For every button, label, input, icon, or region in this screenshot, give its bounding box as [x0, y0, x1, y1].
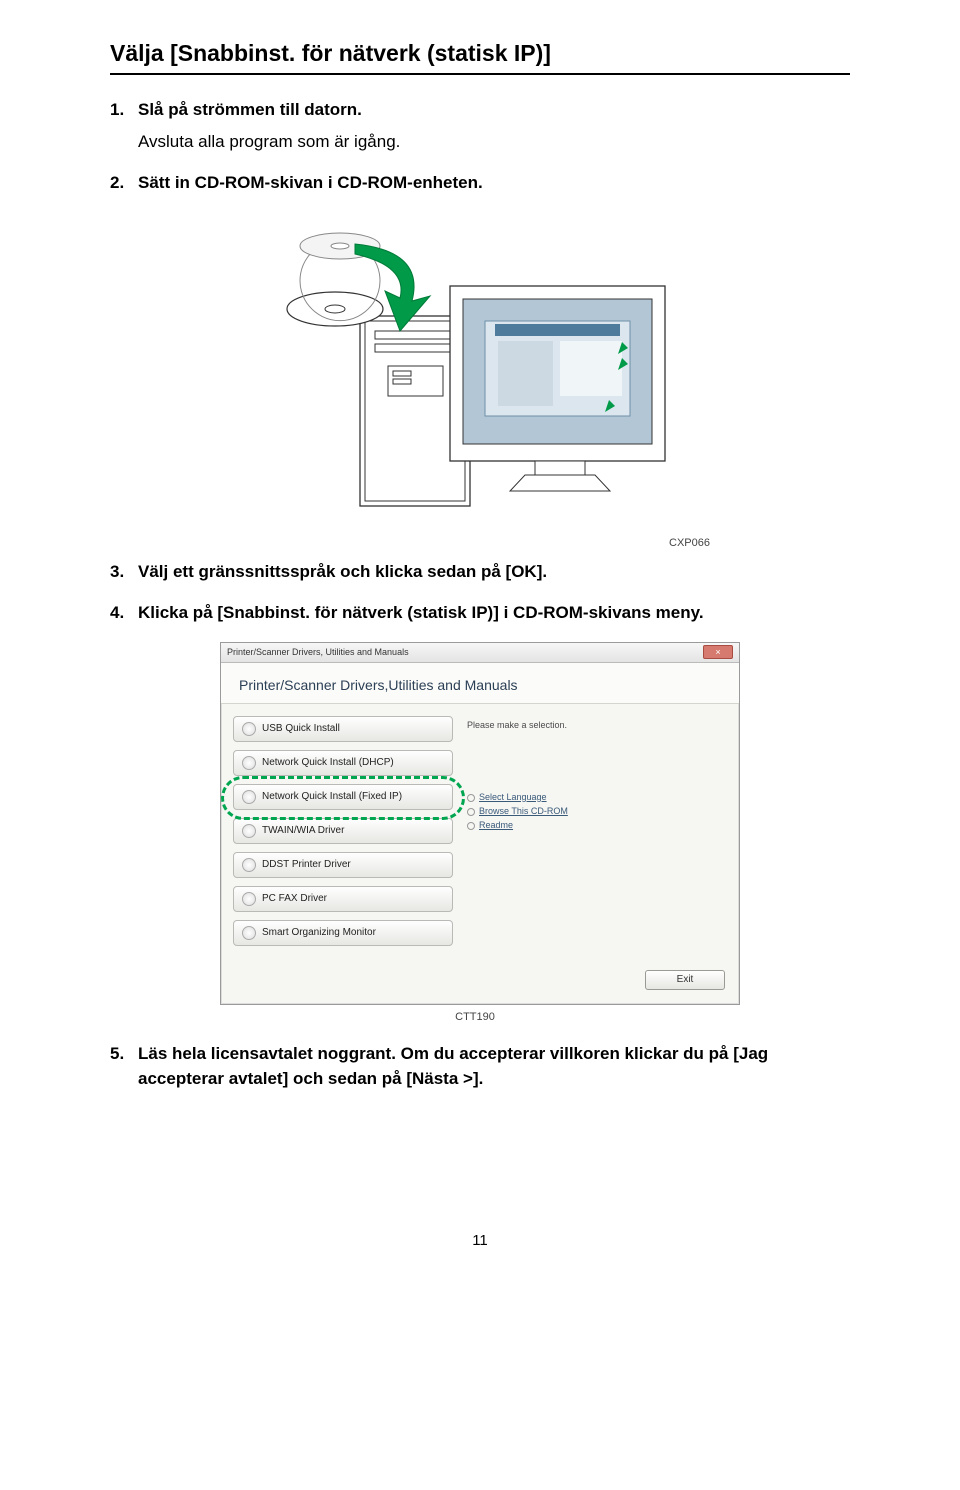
steps-list-2: 3. Välj ett gränssnittsspråk och klicka …: [110, 559, 850, 626]
step-5-text: Läs hela licensavtalet noggrant. Om du a…: [138, 1041, 850, 1092]
step-5-num: 5.: [110, 1041, 138, 1092]
dialog-body: USB Quick Install Network Quick Install …: [221, 704, 739, 964]
dialog-link-list: Select Language Browse This CD-ROM Readm…: [467, 790, 727, 832]
option-network-dhcp[interactable]: Network Quick Install (DHCP): [233, 750, 453, 776]
option-network-fixed-ip[interactable]: Network Quick Install (Fixed IP): [233, 784, 453, 810]
step-4-text: Klicka på [Snabbinst. för nätverk (stati…: [138, 600, 850, 626]
option-smart-organizing[interactable]: Smart Organizing Monitor: [233, 920, 453, 946]
step-3-text: Välj ett gränssnittsspråk och klicka sed…: [138, 559, 850, 585]
step-3: 3. Välj ett gränssnittsspråk och klicka …: [110, 559, 850, 585]
dialog-options-column: USB Quick Install Network Quick Install …: [233, 716, 453, 946]
dialog-prompt: Please make a selection.: [467, 720, 727, 730]
exit-button[interactable]: Exit: [645, 970, 725, 990]
dialog-titlebar: Printer/Scanner Drivers, Utilities and M…: [221, 643, 739, 663]
step-1: 1. Slå på strömmen till datorn. Avsluta …: [110, 97, 850, 154]
steps-list-3: 5. Läs hela licensavtalet noggrant. Om d…: [110, 1041, 850, 1092]
dialog-header: Printer/Scanner Drivers,Utilities and Ma…: [221, 663, 739, 704]
step-2-num: 2.: [110, 170, 138, 196]
step-1-sub: Avsluta alla program som är igång.: [138, 129, 850, 155]
step-2: 2. Sätt in CD-ROM-skivan i CD-ROM-enhete…: [110, 170, 850, 196]
page-title: Välja [Snabbinst. för nätverk (statisk I…: [110, 40, 850, 75]
link-select-language[interactable]: Select Language: [467, 790, 727, 804]
option-usb-quick-install[interactable]: USB Quick Install: [233, 716, 453, 742]
step-4: 4. Klicka på [Snabbinst. för nätverk (st…: [110, 600, 850, 626]
link-readme[interactable]: Readme: [467, 818, 727, 832]
installer-dialog: Printer/Scanner Drivers, Utilities and M…: [220, 642, 740, 1005]
option-pc-fax[interactable]: PC FAX Driver: [233, 886, 453, 912]
step-3-num: 3.: [110, 559, 138, 585]
step-5: 5. Läs hela licensavtalet noggrant. Om d…: [110, 1041, 850, 1092]
step-1-text: Slå på strömmen till datorn. Avsluta all…: [138, 97, 850, 154]
steps-list: 1. Slå på strömmen till datorn. Avsluta …: [110, 97, 850, 196]
figure-computer-cd: CXP066: [240, 226, 720, 549]
step-2-text: Sätt in CD-ROM-skivan i CD-ROM-enheten.: [138, 170, 850, 196]
figure-1-label: CXP066: [240, 537, 720, 549]
link-browse-cdrom[interactable]: Browse This CD-ROM: [467, 804, 727, 818]
step-4-num: 4.: [110, 600, 138, 626]
option-twain-wia[interactable]: TWAIN/WIA Driver: [233, 818, 453, 844]
dialog-right-column: Please make a selection. Select Language…: [467, 716, 727, 946]
dialog-titlebar-text: Printer/Scanner Drivers, Utilities and M…: [227, 647, 409, 657]
dialog-footer: Exit: [221, 964, 739, 1004]
figure-2-label: CTT190: [220, 1011, 740, 1023]
option-ddst-printer[interactable]: DDST Printer Driver: [233, 852, 453, 878]
page-number: 11: [110, 1232, 850, 1249]
step-1-num: 1.: [110, 97, 138, 154]
close-icon[interactable]: ×: [703, 645, 733, 659]
